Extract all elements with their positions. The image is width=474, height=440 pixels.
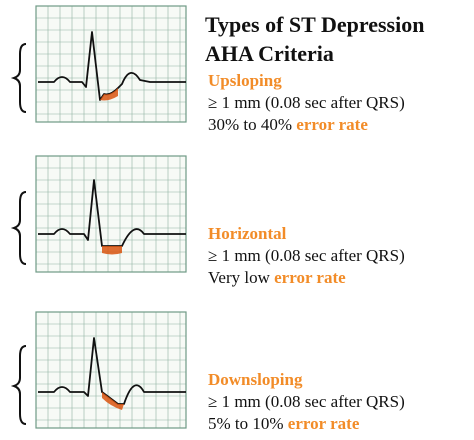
error-rate-upsloping: 30% to 40% error rate [208,114,405,136]
error-rate-horizontal: Very low error rate [208,267,405,289]
type-label-downsloping: Downsloping [208,370,303,389]
ecg-trace [38,179,186,247]
error-rate-label: error rate [287,414,360,433]
ecg-grid-background [35,311,187,429]
error-rate-downsloping: 5% to 10% error rate [208,413,405,435]
ecg-grid-background [35,5,187,123]
st-segment-highlight [100,88,118,101]
criterion-downsloping: ≥ 1 mm (0.08 sec after QRS) [208,392,405,411]
bracket [10,345,27,425]
caption-downsloping: Downsloping ≥ 1 mm (0.08 sec after QRS) … [208,369,405,435]
diagram-title: Types of ST Depression AHA Criteria [205,10,424,68]
title-line-2: AHA Criteria [205,41,334,66]
ecg-strip-downsloping [10,311,187,429]
st-segment-highlight [102,392,124,410]
ecg-trace [38,31,186,101]
st-segment-highlight [102,246,122,255]
type-label-horizontal: Horizontal [208,224,287,243]
criterion-upsloping: ≥ 1 mm (0.08 sec after QRS) [208,93,405,112]
ecg-panel-horizontal [8,154,198,278]
error-rate-label: error rate [296,115,368,134]
bracket [10,191,27,265]
error-rate-value: 30% to 40% [208,115,293,134]
error-rate-value: Very low [208,268,270,287]
type-label-upsloping: Upsloping [208,71,282,90]
ecg-panel-downsloping [8,310,198,434]
ecg-grid-lines [36,312,186,428]
ecg-grid-background [35,155,187,273]
ecg-panel-upsloping [8,4,198,128]
caption-upsloping: Upsloping ≥ 1 mm (0.08 sec after QRS) 30… [208,70,405,136]
ecg-strip-horizontal [10,155,187,273]
error-rate-value: 5% to 10% [208,414,284,433]
caption-horizontal: Horizontal ≥ 1 mm (0.08 sec after QRS) V… [208,223,405,289]
error-rate-label: error rate [274,268,346,287]
criterion-horizontal: ≥ 1 mm (0.08 sec after QRS) [208,246,405,265]
title-line-1: Types of ST Depression [205,12,425,37]
ecg-strip-upsloping [10,5,187,123]
bracket [10,43,27,113]
